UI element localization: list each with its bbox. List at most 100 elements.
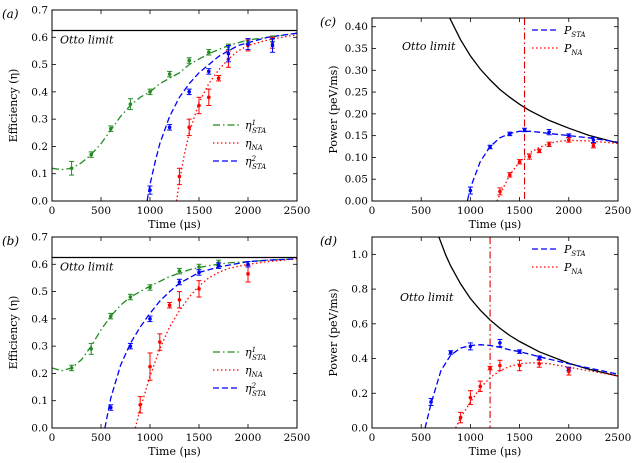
data-point bbox=[498, 189, 502, 194]
data-point bbox=[246, 262, 250, 267]
legend-entry-1: PNA bbox=[563, 261, 583, 276]
y-tick-label: 0.7 bbox=[31, 232, 48, 244]
y-axis-label: Efficiency (η) bbox=[7, 296, 20, 370]
x-tick-label: 0 bbox=[49, 205, 56, 217]
x-tick-label: 2500 bbox=[284, 205, 311, 217]
y-tick-label: 0.6 bbox=[351, 318, 368, 330]
y-tick-label: 0.00 bbox=[345, 196, 368, 208]
series-line-2 bbox=[146, 32, 297, 201]
panel-2: Otto limit 0 500 1000 1500 2000 2500 0.0 0.1 0.2 0… bbox=[2, 232, 310, 459]
data-point bbox=[197, 265, 201, 269]
data-point bbox=[448, 350, 453, 355]
legend-entry-0: η1 STA bbox=[245, 346, 266, 362]
otto-limit-curve bbox=[438, 237, 618, 377]
legend: η1 STA ηNA η2 STA bbox=[213, 119, 266, 171]
legend: PSTA PNA bbox=[532, 243, 586, 276]
y-tick-label: 0.1 bbox=[31, 395, 48, 407]
x-tick-label: 1000 bbox=[457, 205, 484, 217]
series-line-1 bbox=[455, 362, 618, 428]
data-point bbox=[128, 344, 133, 348]
plot-area bbox=[449, 18, 618, 201]
data-point bbox=[138, 403, 142, 407]
series-line-1 bbox=[134, 258, 297, 428]
x-tick-label: 2000 bbox=[555, 205, 582, 217]
y-tick-label: 0.0 bbox=[31, 423, 48, 435]
data-point bbox=[246, 272, 250, 276]
axes-frame bbox=[51, 236, 298, 429]
y-tick-label: 0.2 bbox=[31, 141, 48, 153]
y-tick-label: 0.35 bbox=[345, 43, 368, 55]
legend-entry-0: PSTA bbox=[563, 24, 586, 39]
y-tick-label: 1.0 bbox=[351, 249, 368, 261]
y-tick-label: 0.4 bbox=[351, 353, 368, 365]
plot-area bbox=[52, 256, 297, 428]
y-tick-label: 0.3 bbox=[31, 114, 48, 126]
x-tick-label: 500 bbox=[91, 432, 111, 444]
legend-entry-1: ηNA bbox=[245, 137, 263, 152]
data-point bbox=[591, 138, 596, 142]
data-point bbox=[148, 317, 152, 321]
x-tick-label: 1500 bbox=[506, 432, 533, 444]
data-point bbox=[246, 42, 250, 46]
otto-limit-label: Otto limit bbox=[402, 40, 456, 53]
y-tick-label: 0.2 bbox=[351, 388, 368, 400]
data-point bbox=[517, 349, 522, 354]
x-tick-label: 2000 bbox=[235, 432, 262, 444]
panel-1: Otto limit 0 500 1000 1500 2000 2500 0.00 0.05 0.… bbox=[320, 15, 631, 231]
plot-area bbox=[424, 237, 618, 428]
x-tick-label: 1500 bbox=[506, 205, 533, 217]
data-point bbox=[537, 361, 542, 366]
y-tick-label: 0.1 bbox=[31, 168, 48, 180]
y-tick-label: 0.8 bbox=[351, 284, 368, 296]
data-point bbox=[69, 366, 74, 370]
otto-limit-label: Otto limit bbox=[400, 291, 454, 304]
y-tick-label: 0.6 bbox=[31, 259, 48, 271]
x-axis-label: Time (μs) bbox=[469, 445, 522, 458]
data-point bbox=[148, 188, 152, 192]
data-point bbox=[458, 415, 463, 420]
panel-3: Otto limit 0 500 1000 1500 2000 2500 0.0 0.2 0.4 0… bbox=[320, 234, 631, 458]
x-tick-label: 0 bbox=[49, 432, 56, 444]
data-point bbox=[488, 145, 492, 149]
data-point bbox=[187, 125, 191, 130]
data-point bbox=[207, 50, 211, 55]
x-tick-label: 1000 bbox=[137, 432, 164, 444]
axes-frame bbox=[371, 236, 619, 429]
data-point bbox=[547, 142, 551, 147]
data-point bbox=[591, 143, 596, 148]
data-point bbox=[109, 126, 113, 131]
y-tick-label: 0.0 bbox=[351, 423, 368, 435]
data-point bbox=[187, 58, 191, 63]
y-tick-label: 0.2 bbox=[31, 368, 48, 380]
y-tick-label: 0.3 bbox=[31, 341, 48, 353]
data-point bbox=[517, 363, 522, 368]
x-tick-label: 0 bbox=[369, 432, 376, 444]
panel-label: (b) bbox=[2, 234, 19, 248]
y-tick-label: 0.4 bbox=[31, 86, 48, 98]
data-point bbox=[207, 69, 211, 74]
legend-entry-1: PNA bbox=[563, 42, 583, 57]
x-tick-label: 1000 bbox=[137, 205, 164, 217]
data-point bbox=[567, 138, 571, 142]
data-point bbox=[158, 340, 162, 344]
data-point bbox=[177, 174, 182, 179]
y-tick-label: 0.15 bbox=[345, 130, 368, 142]
data-point bbox=[197, 103, 201, 108]
data-point bbox=[197, 270, 201, 275]
data-point bbox=[197, 287, 201, 291]
data-point bbox=[567, 133, 571, 138]
legend-entry-0: η1 STA bbox=[245, 119, 266, 135]
series-line-0 bbox=[52, 32, 297, 171]
legend-entry-1: ηNA bbox=[245, 364, 263, 379]
y-tick-label: 0.0 bbox=[31, 196, 48, 208]
data-point bbox=[109, 405, 113, 410]
x-tick-label: 0 bbox=[369, 205, 376, 217]
data-point bbox=[177, 280, 182, 284]
x-tick-label: 2000 bbox=[235, 205, 262, 217]
x-tick-label: 1500 bbox=[186, 205, 213, 217]
data-point bbox=[478, 384, 483, 389]
data-point bbox=[468, 395, 473, 400]
series-line-2 bbox=[104, 258, 297, 428]
y-axis-label: Power (peV/ms) bbox=[327, 65, 340, 153]
